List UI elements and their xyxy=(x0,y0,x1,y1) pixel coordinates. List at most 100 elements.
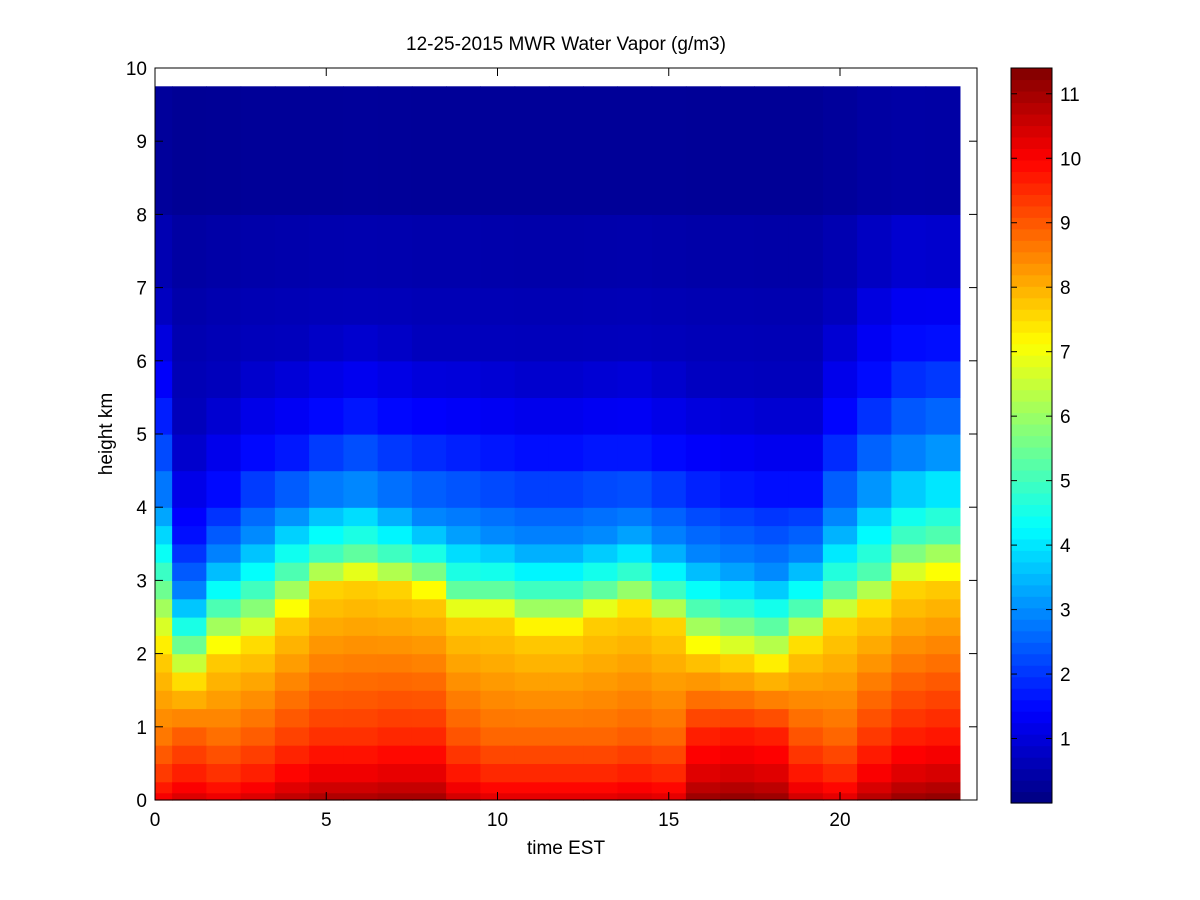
heatmap-cell xyxy=(548,525,584,545)
heatmap-cell xyxy=(446,671,481,691)
heatmap-cell xyxy=(411,324,447,362)
heatmap-cell xyxy=(720,360,755,398)
heatmap-cell xyxy=(206,708,242,728)
heatmap-cell xyxy=(617,653,653,673)
heatmap-cell xyxy=(377,580,413,600)
heatmap-cell xyxy=(617,635,653,655)
colorbar-tick-label: 7 xyxy=(1060,343,1071,364)
y-tick-label: 6 xyxy=(136,352,147,373)
y-tick-label: 1 xyxy=(136,718,147,739)
heatmap-cell xyxy=(514,745,550,764)
heatmap-cell xyxy=(309,360,344,398)
heatmap-cell xyxy=(446,470,481,508)
heatmap-cell xyxy=(822,726,858,746)
heatmap-cell xyxy=(822,745,858,764)
heatmap-cell xyxy=(754,214,790,289)
colorbar-segment xyxy=(1011,297,1052,310)
colorbar-segment xyxy=(1011,343,1052,356)
heatmap-cell xyxy=(548,397,584,435)
heatmap-cell xyxy=(377,690,413,710)
heatmap-cell xyxy=(891,214,927,289)
heatmap-cell xyxy=(411,598,447,618)
colorbar-segment xyxy=(1011,309,1052,322)
heatmap-cell xyxy=(651,287,687,325)
heatmap-cell xyxy=(891,287,927,325)
heatmap-cell xyxy=(891,690,927,710)
heatmap-cell xyxy=(822,324,858,362)
heatmap-cell xyxy=(514,598,550,618)
colorbar-segment xyxy=(1011,125,1052,138)
heatmap-cell xyxy=(788,507,824,527)
heatmap-cell xyxy=(822,507,858,527)
colorbar-segment xyxy=(1011,159,1052,172)
heatmap-cell xyxy=(583,690,618,710)
heatmap-cell xyxy=(411,792,447,801)
colorbar-segment xyxy=(1011,217,1052,230)
heatmap-cell xyxy=(172,324,207,362)
heatmap-cell xyxy=(857,781,892,794)
heatmap-cell xyxy=(857,525,892,545)
heatmap-cell xyxy=(891,580,927,600)
heatmap-cell xyxy=(720,287,755,325)
heatmap-cell xyxy=(206,781,242,794)
heatmap-cell xyxy=(480,598,516,618)
heatmap-cell xyxy=(754,397,790,435)
heatmap-cell xyxy=(788,434,824,472)
heatmap-cell xyxy=(309,214,344,289)
heatmap-cell xyxy=(617,397,653,435)
heatmap-cell xyxy=(377,726,413,746)
heatmap-cell xyxy=(720,397,755,435)
heatmap-cell xyxy=(754,763,790,783)
heatmap-cell xyxy=(155,653,173,673)
heatmap-cell xyxy=(155,635,173,655)
colorbar-segment xyxy=(1011,469,1052,483)
heatmap-cell xyxy=(155,671,173,691)
heatmap-cell xyxy=(343,434,379,472)
heatmap-cell xyxy=(925,671,961,691)
heatmap-cell xyxy=(617,580,653,600)
heatmap-cell xyxy=(754,470,790,508)
heatmap-cell xyxy=(651,598,687,618)
heatmap-cell xyxy=(788,525,824,545)
heatmap-cell xyxy=(788,763,824,783)
heatmap-cell xyxy=(788,781,824,794)
heatmap-cell xyxy=(788,360,824,398)
heatmap-cell xyxy=(720,543,755,563)
heatmap-cell xyxy=(685,671,721,691)
heatmap-cell xyxy=(172,562,207,581)
heatmap-cell xyxy=(651,525,687,545)
heatmap-cell xyxy=(240,781,276,794)
heatmap-cell xyxy=(548,543,584,563)
heatmap-cell xyxy=(651,690,687,710)
heatmap-cell xyxy=(343,360,379,398)
colorbar-segment xyxy=(1011,653,1052,666)
heatmap-cell xyxy=(891,745,927,764)
heatmap-cell xyxy=(411,617,447,636)
heatmap-cell xyxy=(343,562,379,581)
heatmap-cell xyxy=(172,397,207,435)
heatmap-cell xyxy=(343,86,379,215)
heatmap-cell xyxy=(788,214,824,289)
colorbar xyxy=(1011,68,1052,804)
heatmap-cell xyxy=(651,470,687,508)
colorbar-segment xyxy=(1011,481,1052,494)
heatmap-cell xyxy=(172,507,207,527)
heatmap-cell xyxy=(754,781,790,794)
heatmap-cell xyxy=(857,580,892,600)
heatmap-cell xyxy=(411,360,447,398)
heatmap-cell xyxy=(720,324,755,362)
heatmap-cell xyxy=(891,543,927,563)
heatmap-cell xyxy=(754,653,790,673)
heatmap-cell xyxy=(206,324,242,362)
heatmap-cell xyxy=(548,708,584,728)
colorbar-tick-label: 5 xyxy=(1060,472,1071,493)
heatmap-cell xyxy=(206,635,242,655)
colorbar-segment xyxy=(1011,538,1052,551)
heatmap-cell xyxy=(480,763,516,783)
x-tick-label: 15 xyxy=(658,810,679,831)
heatmap-cell xyxy=(583,324,618,362)
heatmap-cell xyxy=(857,708,892,728)
heatmap-cell xyxy=(617,745,653,764)
heatmap-cell xyxy=(206,397,242,435)
heatmap-cell xyxy=(240,470,276,508)
